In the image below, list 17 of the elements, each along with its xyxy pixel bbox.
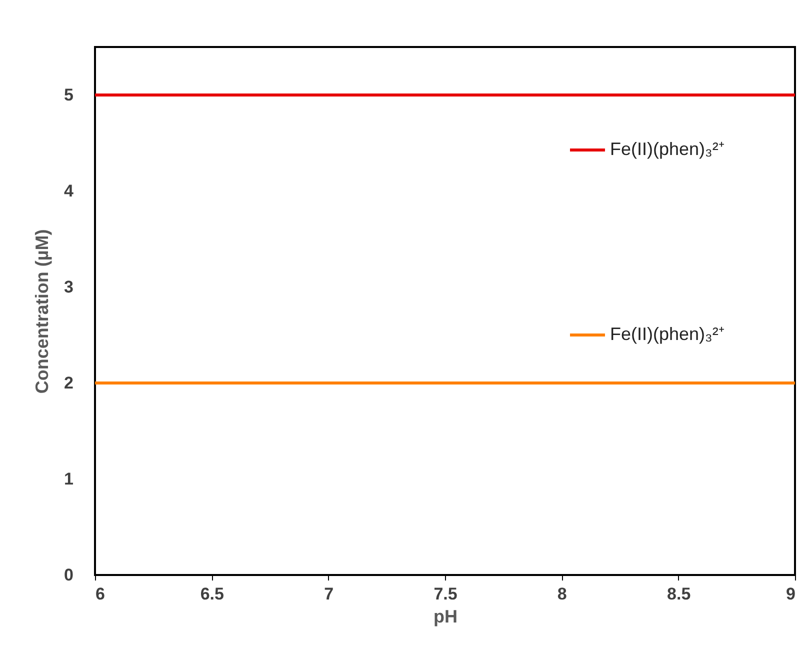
x-tick-label: 8 <box>557 584 567 604</box>
y-tick-label: 5 <box>64 86 74 104</box>
y-tick-label: 2 <box>64 374 74 392</box>
x-tick-label: 6 <box>96 584 105 604</box>
y-tick-label: 0 <box>64 566 74 584</box>
y-tick-label: 1 <box>64 470 74 488</box>
legend-label: Fe(II)(phen)₃²⁺ <box>610 324 724 344</box>
legend-label: Fe(II)(phen)₃²⁺ <box>610 139 724 159</box>
x-tick-label: 7.5 <box>434 584 458 604</box>
x-tick-label: 8.5 <box>667 584 691 604</box>
x-tick-label: 9 <box>786 584 796 604</box>
y-tick-label: 3 <box>64 278 74 296</box>
x-axis-title: pH <box>434 606 458 626</box>
y-axis-title: Concentration (µM) <box>32 229 52 394</box>
y-tick-label: 4 <box>64 182 74 200</box>
x-tick-label: 7 <box>324 584 334 604</box>
x-tick-label: 6.5 <box>200 584 224 604</box>
